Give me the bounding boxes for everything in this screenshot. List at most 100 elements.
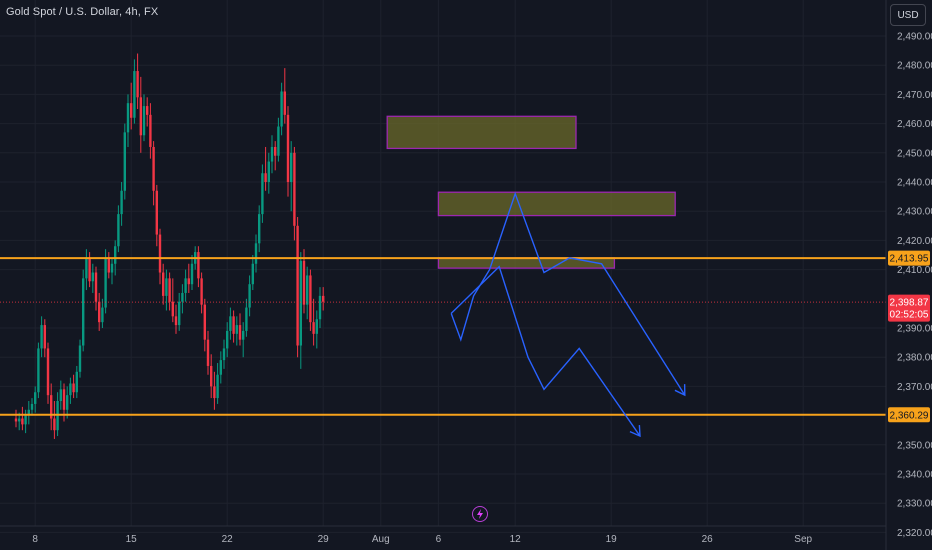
candle-body: [94, 272, 98, 302]
candle-body: [146, 106, 149, 115]
candle: [34, 386, 37, 413]
candle: [130, 82, 133, 130]
candle: [219, 351, 222, 384]
candle-body: [82, 278, 85, 346]
candle-body: [123, 132, 126, 191]
candle: [187, 263, 190, 293]
candle: [318, 287, 322, 328]
candle-body: [27, 409, 30, 416]
horizontal-levels[interactable]: [0, 257, 886, 416]
candle: [286, 106, 290, 197]
time-tick-label: Aug: [372, 534, 390, 545]
candle-body: [130, 103, 133, 118]
candle-body: [40, 325, 43, 349]
price-tick-label: 2,450.00: [897, 148, 932, 159]
price-tick-label: 2,420.00: [897, 236, 932, 247]
candle-body: [302, 260, 306, 305]
candle-body: [222, 348, 226, 361]
candle-body: [110, 263, 114, 273]
candle: [232, 310, 235, 343]
candle-body: [50, 395, 53, 419]
candle: [235, 316, 238, 346]
time-axis[interactable]: 8 15 22 29 Aug 6 12 19 26 Sep: [32, 534, 812, 545]
time-tick-label: Sep: [794, 534, 812, 545]
candle-body: [306, 275, 309, 305]
zone-box[interactable]: [386, 115, 577, 150]
candle: [290, 141, 293, 212]
candle-body: [290, 152, 293, 182]
candle: [270, 135, 274, 174]
candle-body: [104, 257, 107, 308]
candle: [174, 304, 178, 334]
symbol-title[interactable]: Gold Spot / U.S. Dollar, 4h, FX: [6, 6, 159, 18]
candle: [30, 398, 34, 416]
last-price-label: 2,398.87: [890, 298, 929, 309]
candle-body: [251, 263, 254, 285]
candle-body: [270, 146, 274, 162]
candle-body: [14, 418, 18, 422]
currency-button[interactable]: USD: [890, 4, 926, 26]
candle: [91, 263, 94, 293]
candle-body: [59, 389, 62, 401]
arrow-head: [674, 384, 686, 397]
candle-body: [168, 278, 171, 302]
candle-body: [277, 126, 280, 156]
candle-body: [98, 301, 101, 323]
projection-path[interactable]: [450, 265, 641, 437]
candle: [14, 409, 18, 428]
candle: [296, 217, 299, 358]
candle: [206, 330, 210, 375]
candle: [283, 68, 286, 124]
candle-body: [238, 325, 242, 340]
candle: [155, 184, 158, 247]
candle: [213, 371, 216, 410]
candle: [226, 322, 229, 358]
candle-body: [312, 322, 315, 334]
candle: [43, 319, 46, 358]
candle: [59, 380, 62, 410]
level-price-tag-label: 2,360.29: [890, 410, 929, 421]
lightning-icon[interactable]: [472, 506, 488, 522]
candle-body: [322, 295, 325, 302]
candle-body: [85, 257, 88, 279]
arrow-head: [629, 425, 641, 438]
price-tick-label: 2,340.00: [897, 470, 932, 481]
candle: [274, 141, 277, 171]
candle: [306, 266, 309, 320]
candle-body: [120, 190, 123, 215]
zone-box[interactable]: [437, 191, 676, 217]
candle-body: [200, 278, 203, 305]
candle: [280, 82, 283, 136]
candle: [302, 249, 306, 314]
candle-body: [142, 106, 146, 136]
candle: [245, 298, 248, 337]
candle: [152, 141, 155, 206]
candle-body: [203, 304, 206, 340]
candle-body: [232, 316, 235, 334]
candle-body: [293, 152, 296, 226]
candle-body: [69, 383, 72, 396]
level-price-tag: [888, 407, 930, 423]
price-tick-label: 2,320.00: [897, 528, 932, 539]
price-axis[interactable]: 2,490.00 2,480.00 2,470.00 2,460.00 2,450.00…: [897, 32, 932, 539]
candle: [264, 146, 267, 191]
candle: [322, 287, 325, 311]
candle: [40, 316, 43, 358]
candle: [66, 386, 69, 419]
candle: [149, 103, 152, 159]
candle: [299, 252, 302, 369]
candle: [139, 76, 142, 153]
candle: [50, 383, 53, 431]
candle: [315, 310, 318, 349]
candle: [197, 246, 200, 288]
candle: [142, 94, 146, 142]
zone-box[interactable]: [437, 257, 616, 269]
candle-body: [107, 257, 110, 273]
candle-body: [72, 383, 75, 393]
projection-paths[interactable]: [450, 191, 686, 438]
time-tick-label: 8: [32, 534, 38, 545]
projection-path[interactable]: [450, 191, 686, 396]
supply-demand-zones[interactable]: [386, 115, 676, 269]
